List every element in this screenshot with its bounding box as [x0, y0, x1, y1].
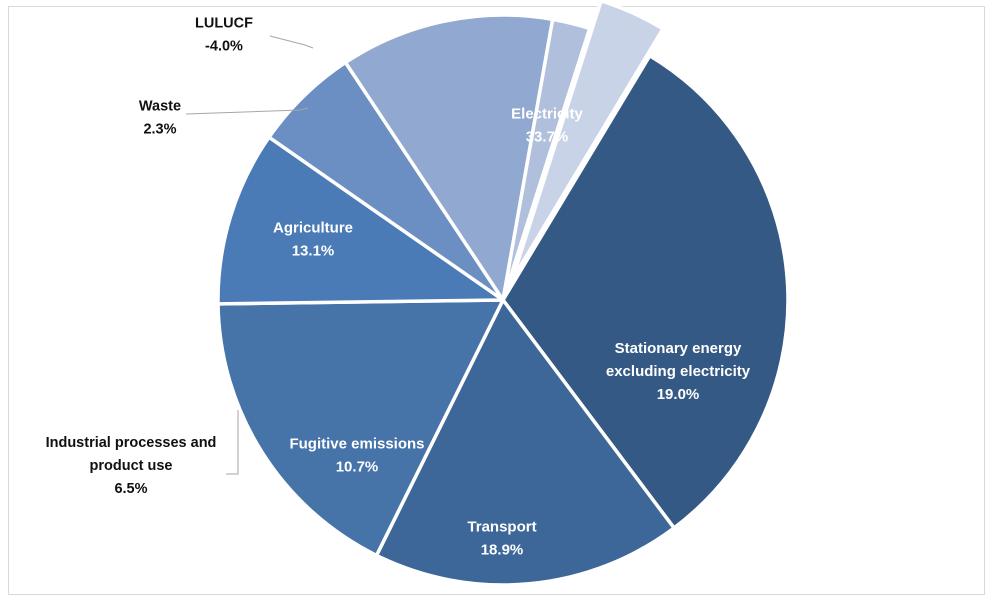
leader-line-lulucf — [269, 35, 314, 49]
label-fugitive-emissions: Fugitive emissions 10.7% — [289, 436, 424, 476]
slice-fugitive-emissions — [216, 135, 505, 306]
slice-lulucf — [510, 0, 665, 282]
label-lulucf: LULUCF -4.0% — [195, 16, 253, 55]
label-transport: Transport 18.9% — [467, 519, 536, 559]
leader-line-waste — [185, 107, 309, 115]
pie-labels: Electricity 33.7% Stationary energy excludi… — [46, 16, 751, 559]
label-waste: Waste 2.3% — [139, 99, 181, 138]
label-industrial-processes-and-product-use: Industrial processes and product use 6.5% — [46, 435, 217, 497]
label-stationary-energy-excluding-electricity: Stationary energy excluding electricity 19… — [606, 340, 751, 403]
slice-stationary-energy-excluding-electricity — [374, 298, 676, 587]
chart-frame — [8, 6, 985, 595]
slice-electricity — [501, 53, 790, 530]
label-agriculture: Agriculture 13.1% — [273, 220, 353, 260]
slice-transport — [216, 298, 505, 558]
pie-slices — [216, 0, 790, 587]
label-electricity: Electricity 33.7% — [511, 106, 583, 146]
slice-waste — [501, 17, 592, 302]
leader-line-industrial-processes-and-product-use — [226, 410, 239, 475]
slice-agriculture — [343, 13, 555, 302]
